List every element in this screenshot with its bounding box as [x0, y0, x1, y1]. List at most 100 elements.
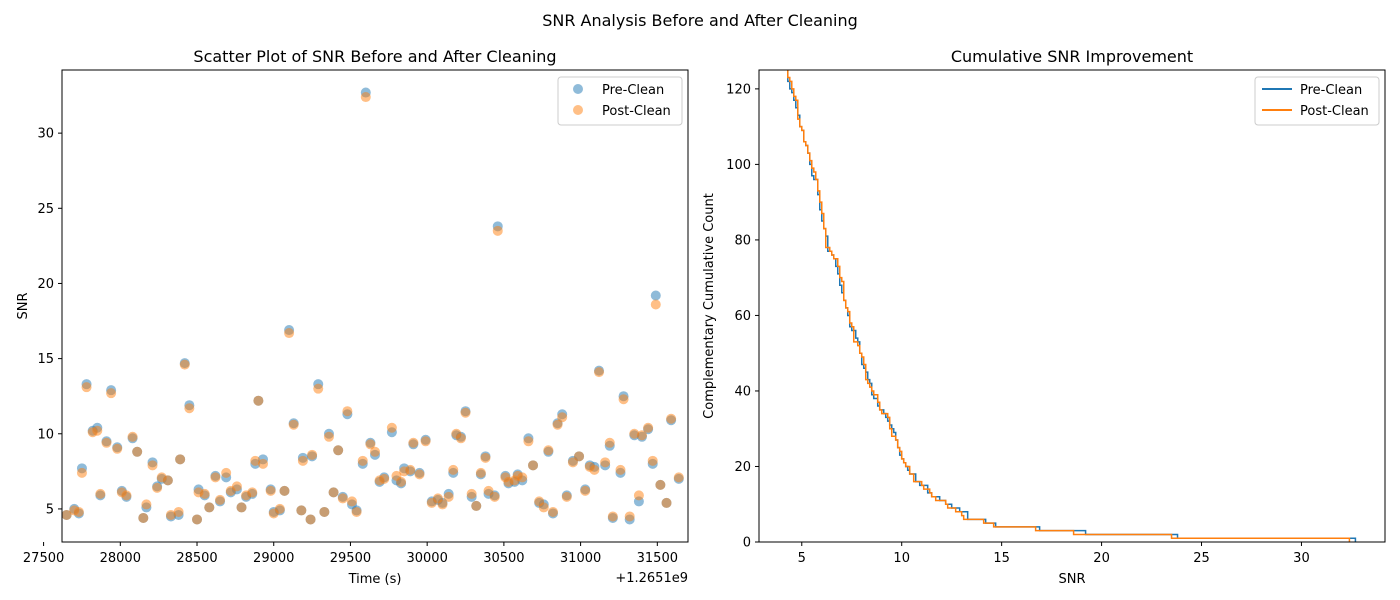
scatter-point-post-clean-20 — [162, 475, 173, 486]
scatter-point-pre-clean-120 — [650, 290, 661, 301]
scatter-panel: Scatter Plot of SNR Before and After Cle… — [16, 47, 689, 587]
scatter-point-post-clean-80 — [455, 433, 466, 444]
ccdf-legend-label-post-clean: Post-Clean — [1300, 104, 1369, 119]
scatter-point-post-clean-34 — [231, 481, 242, 492]
scatter-x-tick-label-27500: 27500 — [23, 551, 64, 566]
ccdf-y-label: Complementary Cumulative Count — [702, 193, 717, 419]
scatter-x-tick-label-30500: 30500 — [483, 551, 524, 566]
ccdf-y-tick-label-0: 0 — [743, 536, 751, 551]
scatter-point-post-clean-2 — [73, 506, 84, 517]
scatter-title: Scatter Plot of SNR Before and After Cle… — [193, 47, 556, 66]
scatter-point-post-clean-40 — [258, 458, 268, 469]
scatter-point-post-clean-58 — [346, 496, 357, 507]
scatter-point-post-clean-99 — [547, 506, 558, 517]
scatter-point-post-clean-29 — [204, 502, 215, 513]
scatter-legend: Pre-Clean Post-Clean — [557, 76, 683, 126]
scatter-point-post-clean-35 — [236, 502, 247, 513]
ccdf-y-tick-label-60: 60 — [734, 309, 751, 324]
scatter-point-post-clean-63 — [370, 446, 380, 457]
scatter-point-post-clean-41 — [265, 485, 276, 496]
scatter-point-post-clean-22 — [173, 506, 184, 517]
scatter-point-post-clean-70 — [405, 464, 416, 475]
scatter-axes-frame — [61, 69, 689, 543]
scatter-point-post-clean-49 — [305, 514, 316, 525]
ccdf-line-post-clean — [787, 70, 1351, 542]
scatter-point-post-clean-53 — [323, 431, 334, 442]
scatter-point-post-clean-13 — [127, 431, 138, 442]
scatter-x-tick-label-30000: 30000 — [406, 551, 447, 566]
scatter-point-post-clean-55 — [333, 445, 344, 456]
scatter-point-post-clean-94 — [523, 436, 534, 447]
scatter-point-post-clean-21 — [165, 509, 176, 520]
scatter-points — [61, 87, 684, 525]
scatter-point-post-clean-44 — [279, 485, 290, 496]
scatter-point-post-clean-72 — [414, 469, 425, 480]
ccdf-y-tick-label-120: 120 — [726, 82, 751, 97]
scatter-point-post-clean-97 — [538, 502, 549, 513]
scatter-point-post-clean-52 — [319, 506, 330, 517]
scatter-x-tick-label-29000: 29000 — [253, 551, 294, 566]
scatter-point-post-clean-46 — [288, 419, 299, 430]
scatter-point-post-clean-4 — [81, 382, 92, 393]
scatter-point-post-clean-107 — [589, 464, 600, 475]
scatter-point-post-clean-115 — [629, 428, 640, 439]
scatter-y-label: SNR — [16, 292, 31, 319]
scatter-y-tick-label-5: 5 — [46, 502, 54, 517]
scatter-point-post-clean-26 — [192, 514, 203, 525]
scatter-x-tick-label-31500: 31500 — [637, 551, 678, 566]
scatter-point-post-clean-6 — [92, 425, 103, 436]
scatter-legend-label-post-clean: Post-Clean — [602, 104, 671, 119]
scatter-y-tick-label-10: 10 — [37, 427, 54, 442]
scatter-point-post-clean-17 — [147, 460, 158, 471]
scatter-point-post-clean-7 — [95, 488, 106, 499]
figure-suptitle: SNR Analysis Before and After Cleaning — [542, 11, 858, 30]
scatter-point-post-clean-54 — [328, 487, 339, 498]
scatter-point-post-clean-9 — [106, 388, 117, 399]
scatter-point-post-clean-15 — [138, 512, 149, 523]
scatter-y-tick-label-15: 15 — [37, 352, 54, 367]
scatter-point-post-clean-84 — [475, 467, 486, 478]
scatter-point-post-clean-98 — [543, 445, 554, 456]
scatter-legend-marker-post-clean — [573, 105, 583, 115]
scatter-x-tick-label-29500: 29500 — [330, 551, 371, 566]
scatter-point-post-clean-0 — [61, 509, 72, 520]
ccdf-y-tick-label-100: 100 — [726, 158, 751, 173]
scatter-point-post-clean-71 — [408, 437, 419, 448]
scatter-point-post-clean-83 — [471, 500, 482, 511]
scatter-point-post-clean-100 — [552, 419, 563, 430]
scatter-point-post-clean-50 — [307, 449, 318, 460]
scatter-x-offset-text: +1.2651e9 — [615, 571, 688, 586]
ccdf-x-tick-label-30: 30 — [1293, 551, 1310, 566]
scatter-point-post-clean-25 — [184, 403, 195, 414]
scatter-point-post-clean-114 — [624, 511, 635, 522]
ccdf-panel: Cumulative SNR Improvement 5 10 15 20 25 30 0… — [702, 47, 1386, 587]
scatter-y-tick-label-20: 20 — [37, 277, 54, 292]
scatter-point-post-clean-38 — [250, 455, 261, 466]
scatter-point-post-clean-78 — [448, 464, 459, 475]
scatter-point-post-clean-23 — [175, 454, 186, 465]
scatter-point-post-clean-103 — [567, 457, 578, 468]
ccdf-x-tick-label-20: 20 — [1093, 551, 1110, 566]
scatter-x-tick-label-31000: 31000 — [560, 551, 601, 566]
scatter-y-tick-label-25: 25 — [37, 202, 54, 217]
scatter-point-post-clean-37 — [247, 487, 258, 498]
scatter-point-post-clean-76 — [437, 499, 448, 510]
scatter-point-post-clean-113 — [618, 394, 629, 405]
scatter-point-post-clean-121 — [655, 479, 666, 490]
ccdf-y-tick-label-20: 20 — [734, 460, 751, 475]
scatter-point-post-clean-108 — [594, 367, 605, 378]
scatter-point-post-clean-82 — [466, 488, 477, 499]
scatter-point-post-clean-119 — [647, 455, 658, 466]
scatter-point-post-clean-117 — [636, 430, 647, 441]
scatter-point-post-clean-16 — [141, 499, 152, 510]
scatter-point-post-clean-8 — [101, 437, 112, 448]
scatter-point-post-clean-51 — [313, 383, 324, 394]
ccdf-x-ticks: 5 10 15 20 25 30 — [798, 542, 1310, 566]
scatter-point-post-clean-62 — [365, 439, 376, 450]
ccdf-y-ticks: 0 20 40 60 80 100 120 — [726, 82, 759, 551]
scatter-point-post-clean-28 — [199, 488, 210, 499]
scatter-point-post-clean-65 — [379, 473, 390, 484]
scatter-point-post-clean-122 — [661, 497, 672, 508]
scatter-point-post-clean-14 — [132, 446, 143, 457]
ccdf-x-tick-label-15: 15 — [993, 551, 1010, 566]
